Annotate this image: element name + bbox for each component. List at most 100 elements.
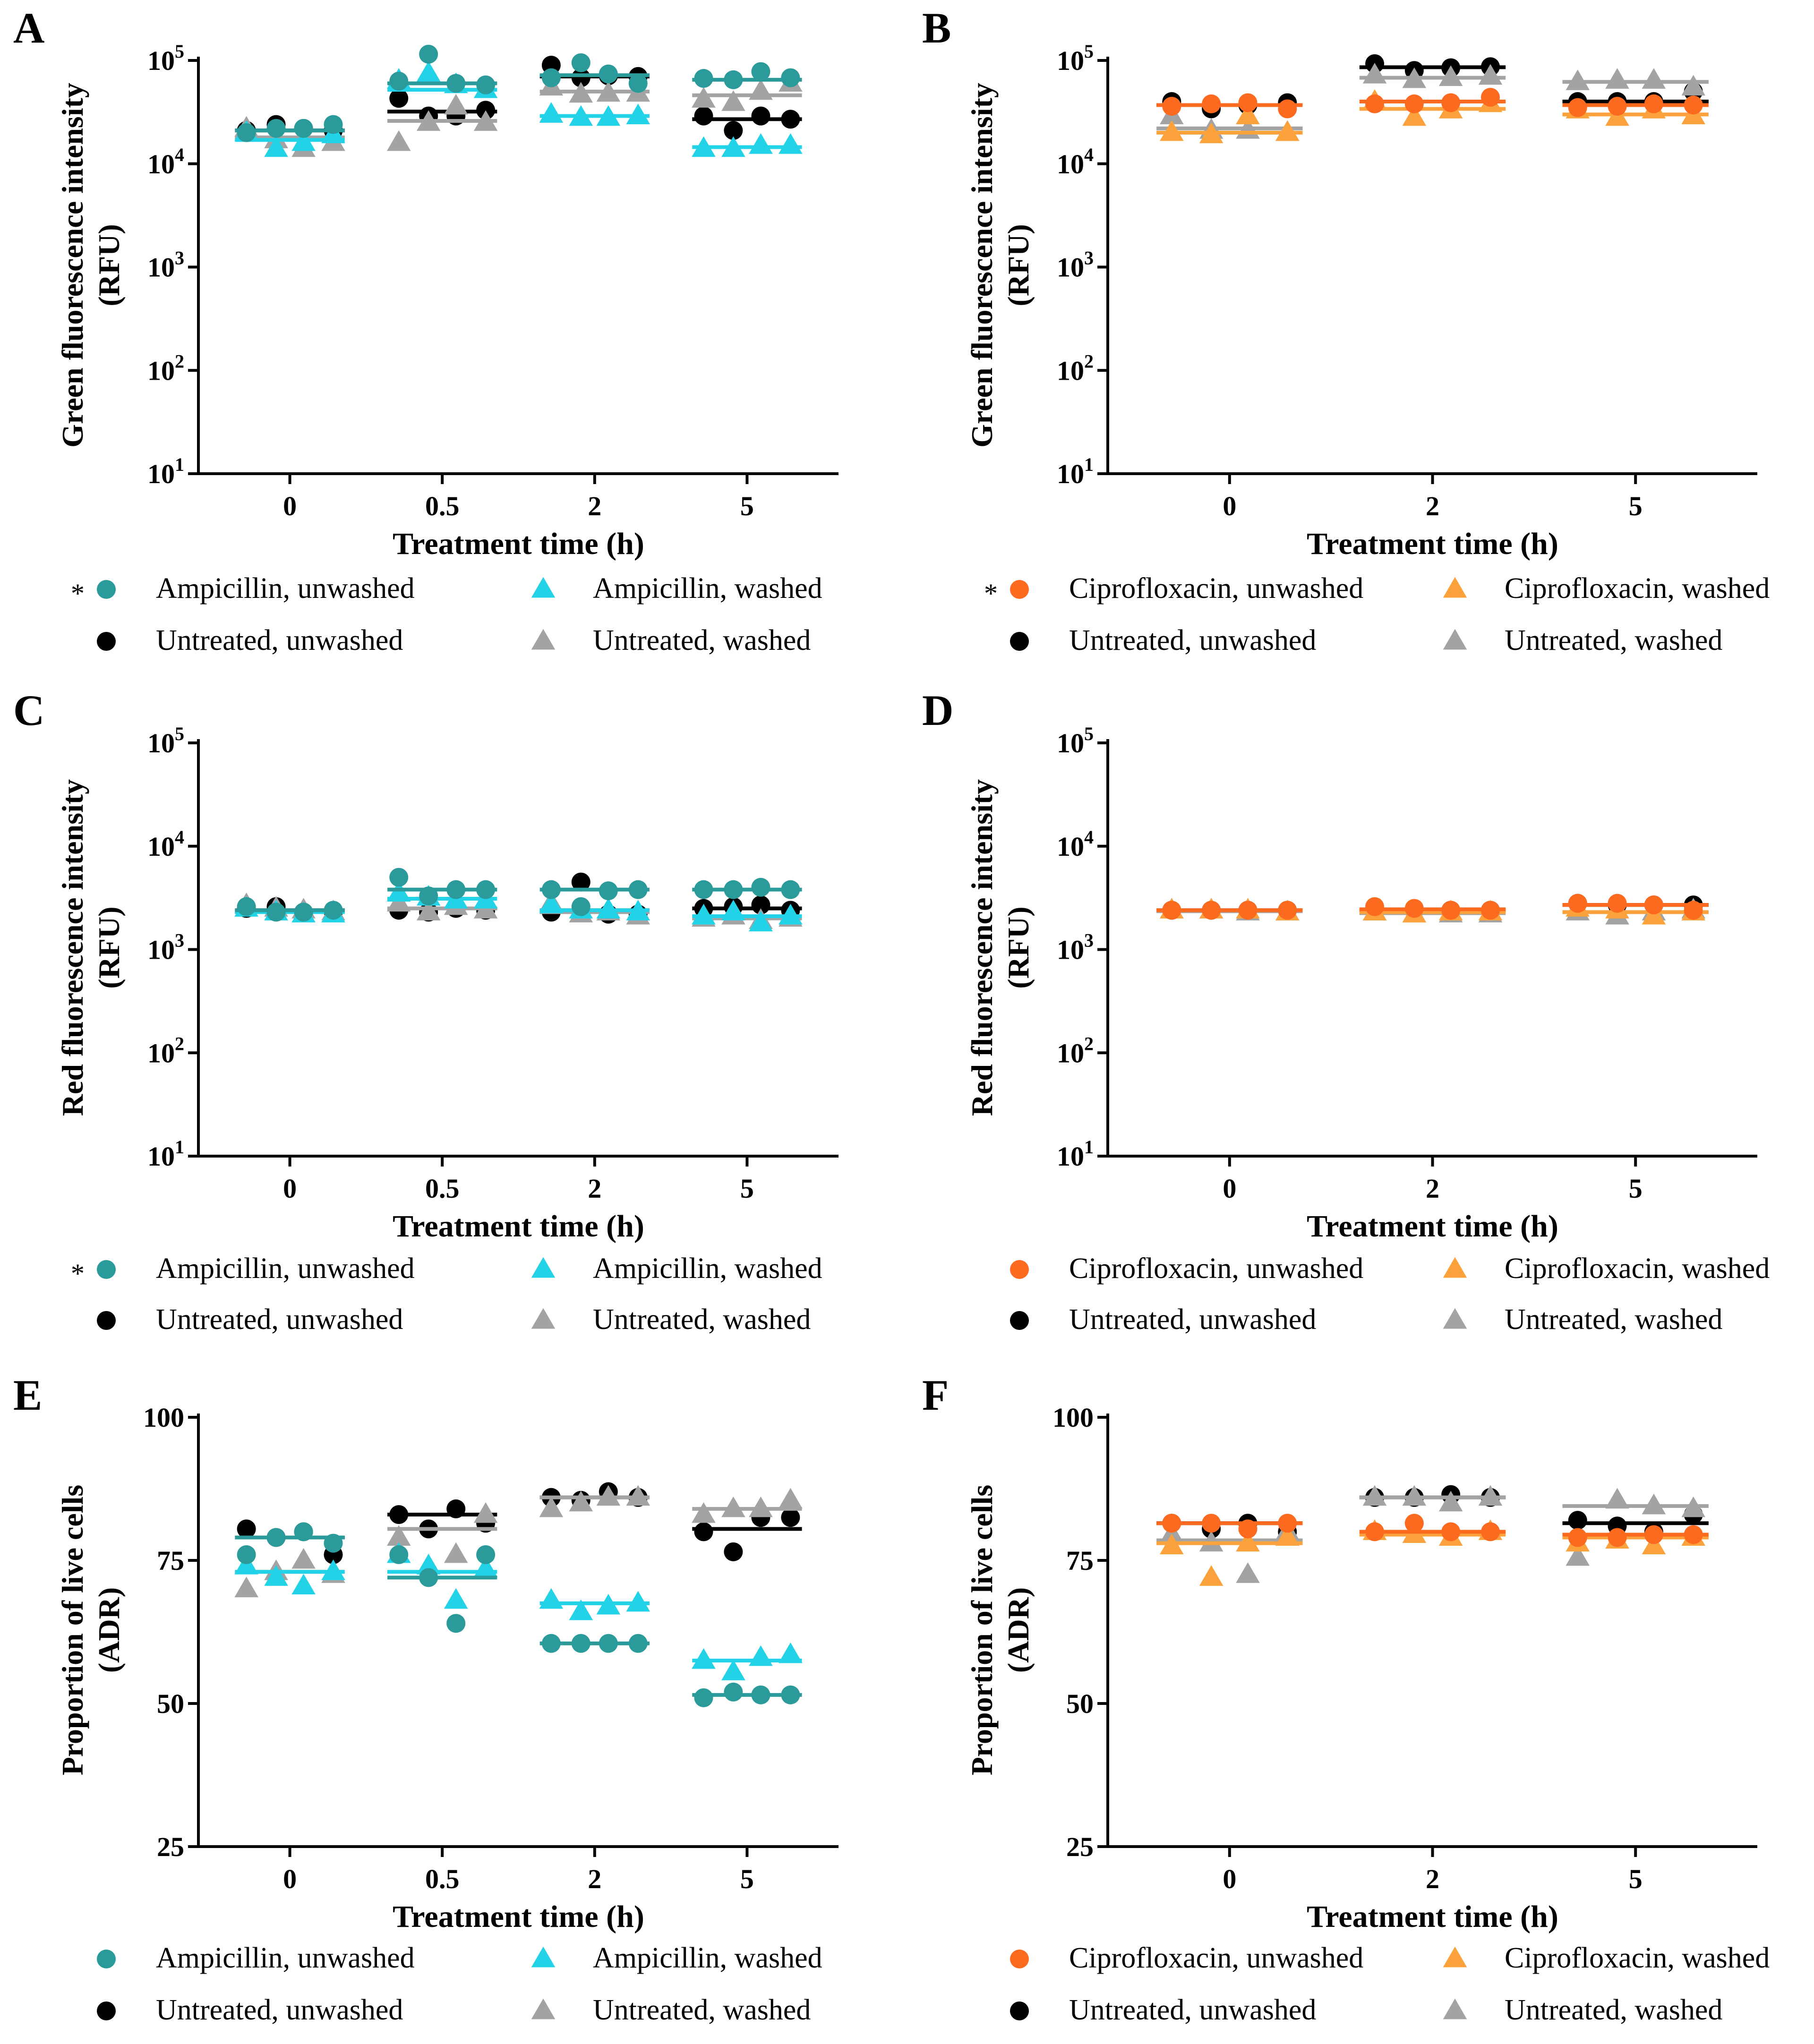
data-point bbox=[1605, 1488, 1629, 1509]
data-point bbox=[1404, 1514, 1424, 1533]
data-point bbox=[751, 877, 770, 897]
x-axis-title: Treatment time (h) bbox=[393, 1899, 644, 1934]
series-ampicillin_unwashed bbox=[235, 868, 802, 922]
x-tick-label: 0 bbox=[1223, 1864, 1236, 1894]
legend-marker bbox=[97, 1260, 116, 1279]
legend-label: Untreated, washed bbox=[593, 1303, 811, 1336]
legend-label: Untreated, unwashed bbox=[1069, 1994, 1316, 2026]
y-tick-label: 75 bbox=[157, 1545, 184, 1576]
legend-marker bbox=[1443, 1998, 1467, 2019]
y-tick-label: 50 bbox=[157, 1688, 184, 1719]
data-point bbox=[724, 1542, 743, 1561]
y-tick-label: 25 bbox=[1066, 1831, 1094, 1862]
data-point bbox=[386, 130, 411, 151]
data-point bbox=[721, 1660, 745, 1680]
x-tick-label: 2 bbox=[588, 1173, 601, 1204]
y-tick-label: 103 bbox=[147, 930, 184, 965]
data-point bbox=[694, 1688, 713, 1707]
series-untreated_washed bbox=[1156, 1485, 1709, 1583]
legend-item: Untreated, unwashed bbox=[97, 1303, 403, 1336]
legend-item: Untreated, unwashed bbox=[97, 1994, 403, 2026]
data-point bbox=[1566, 1545, 1590, 1566]
x-axis-title: Treatment time (h) bbox=[1307, 1899, 1558, 1934]
data-point bbox=[781, 1508, 800, 1527]
data-point bbox=[596, 898, 621, 919]
significance-star: * bbox=[71, 578, 85, 609]
legend-marker bbox=[1443, 577, 1467, 598]
x-tick-label: 0 bbox=[1223, 1173, 1236, 1204]
y-tick-label: 104 bbox=[1057, 144, 1094, 179]
legend-marker bbox=[1443, 629, 1467, 650]
data-point bbox=[237, 123, 256, 142]
y-tick-label: 101 bbox=[147, 1136, 184, 1172]
data-point bbox=[721, 1496, 745, 1517]
panel-label: C bbox=[13, 686, 44, 734]
x-tick-label: 5 bbox=[1629, 1864, 1643, 1894]
data-point bbox=[779, 1642, 803, 1663]
legend-item: Untreated, washed bbox=[1443, 1303, 1722, 1336]
x-tick-label: 2 bbox=[1426, 491, 1439, 521]
data-point bbox=[419, 44, 438, 64]
legend-item: Ampicillin, washed bbox=[531, 572, 822, 605]
legend-marker bbox=[97, 632, 116, 651]
legend-label: Untreated, unwashed bbox=[1069, 1303, 1316, 1336]
data-point bbox=[416, 1553, 441, 1575]
data-point bbox=[237, 897, 256, 916]
series-untreated_washed bbox=[234, 1485, 803, 1598]
legend-item: Untreated, unwashed bbox=[1010, 1303, 1316, 1336]
x-tick-label: 2 bbox=[588, 1864, 601, 1894]
legend-marker bbox=[531, 577, 556, 598]
y-tick-label: 101 bbox=[1057, 454, 1094, 489]
x-tick-label: 5 bbox=[740, 491, 754, 521]
panel-A: A 101 102 103 104 105 0 0.5 2 5 Treatment time (h)… bbox=[13, 4, 839, 656]
data-point bbox=[389, 71, 409, 91]
y-axis-title: Green fluorescence intensity bbox=[56, 83, 89, 448]
data-point bbox=[749, 1496, 773, 1517]
legend-item: Ampicillin, washed bbox=[531, 1252, 822, 1285]
x-tick-label: 5 bbox=[1629, 491, 1643, 521]
y-axis-title: Red fluorescence intensity bbox=[965, 779, 999, 1116]
y-tick-label: 25 bbox=[157, 1831, 184, 1862]
data-point bbox=[751, 106, 770, 126]
data-point bbox=[264, 1565, 288, 1586]
series-ciprofloxacin_unwashed bbox=[1156, 894, 1709, 920]
data-point bbox=[266, 903, 286, 922]
data-point bbox=[539, 892, 564, 913]
x-tick-label: 0.5 bbox=[425, 1864, 460, 1894]
data-point bbox=[389, 1545, 409, 1564]
legend-label: Ciprofloxacin, unwashed bbox=[1069, 1252, 1363, 1285]
data-point bbox=[571, 897, 590, 916]
legend-label: Ampicillin, washed bbox=[593, 1942, 822, 1974]
x-tick-label: 0 bbox=[283, 1173, 297, 1204]
legend-marker bbox=[1010, 1311, 1029, 1330]
x-tick-label: 2 bbox=[1426, 1173, 1439, 1204]
legend-label: Untreated, washed bbox=[1505, 1994, 1722, 2026]
data-point bbox=[628, 74, 648, 93]
y-tick-label: 103 bbox=[1057, 930, 1094, 965]
panel-label: E bbox=[13, 1371, 42, 1419]
data-point bbox=[237, 1545, 256, 1564]
x-tick-label: 5 bbox=[740, 1173, 754, 1204]
data-point bbox=[571, 872, 590, 892]
panel-label: B bbox=[922, 4, 951, 52]
x-axis-title: Treatment time (h) bbox=[393, 1209, 644, 1243]
x-axis-title: Treatment time (h) bbox=[1307, 527, 1558, 561]
data-point bbox=[571, 53, 590, 72]
data-point bbox=[473, 1502, 498, 1523]
legend-item: * Ampicillin, unwashed bbox=[71, 1252, 415, 1289]
legend-label: Untreated, washed bbox=[1505, 1303, 1722, 1336]
legend-item: Ciprofloxacin, unwashed bbox=[1010, 1942, 1363, 1974]
data-point bbox=[291, 1548, 316, 1569]
legend: Ciprofloxacin, unwashed Ciprofloxacin, wa… bbox=[1010, 1942, 1770, 2026]
data-point bbox=[1402, 1485, 1427, 1506]
data-point bbox=[1568, 1528, 1587, 1547]
y-tick-label: 102 bbox=[1057, 1033, 1094, 1068]
legend-marker bbox=[1010, 632, 1029, 651]
data-point bbox=[1236, 1531, 1260, 1552]
x-axis-title: Treatment time (h) bbox=[1307, 1209, 1558, 1243]
data-point bbox=[781, 68, 800, 87]
data-point bbox=[234, 1576, 258, 1598]
data-point bbox=[1402, 105, 1427, 126]
